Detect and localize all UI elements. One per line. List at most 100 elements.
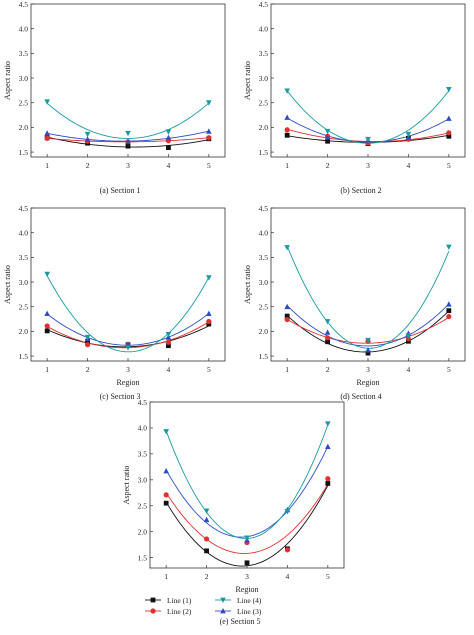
fit-curve-line1 — [165, 485, 329, 567]
data-point-line4 — [325, 421, 331, 427]
data-point-line3 — [324, 134, 331, 140]
data-point-line2 — [446, 130, 452, 136]
data-point-line3 — [44, 130, 50, 136]
y-axis-label: Aspect ratio — [122, 466, 131, 505]
caption-c: (c) Section 3 — [99, 392, 141, 401]
data-point-line3 — [125, 341, 131, 347]
data-point-line3 — [203, 516, 210, 523]
y-tick-label: 2.0 — [259, 327, 269, 336]
x-tick-label: 5 — [447, 365, 451, 374]
y-tick-label: 2.0 — [19, 123, 29, 132]
x-tick-label: 5 — [207, 365, 211, 374]
x-tick-label: 3 — [126, 161, 130, 170]
fit-curve-line2 — [165, 484, 329, 554]
fit-curve-line4 — [46, 275, 210, 353]
x-tick-label: 3 — [245, 572, 249, 581]
y-tick-label: 4.0 — [138, 424, 148, 433]
y-tick-label: 2.5 — [259, 99, 269, 108]
data-point-line3 — [125, 138, 131, 145]
y-tick-label: 2.5 — [138, 502, 148, 511]
fit-curve-line3 — [286, 303, 450, 347]
data-point-line2 — [163, 492, 169, 498]
fit-curve-line4 — [286, 245, 450, 349]
x-tick-label: 4 — [167, 161, 171, 170]
y-axis-label: Aspect ratio — [3, 61, 12, 100]
x-tick-label: 4 — [167, 365, 171, 374]
data-point-line4 — [284, 88, 290, 94]
data-point-line2 — [284, 316, 290, 323]
data-point-line4 — [84, 334, 91, 341]
data-point-line1 — [166, 343, 171, 349]
x-tick-label: 3 — [126, 365, 130, 374]
plot-frame — [30, 207, 226, 362]
data-point-line4 — [405, 333, 412, 339]
y-tick-label: 3.5 — [19, 253, 29, 262]
data-point-line1 — [284, 313, 290, 319]
data-point-line3 — [446, 301, 452, 307]
y-tick-label: 3.0 — [259, 278, 269, 287]
x-tick-label: 1 — [285, 161, 289, 170]
y-tick-label: 3.0 — [138, 476, 148, 485]
data-point-line3 — [365, 347, 371, 353]
y-tick-label: 2.5 — [259, 303, 269, 312]
y-tick-label: 4.0 — [259, 24, 269, 33]
caption-d: (d) Section 4 — [340, 392, 382, 401]
data-point-line2 — [284, 547, 291, 553]
data-point-line2 — [165, 339, 172, 345]
legend-marker-line3 — [220, 608, 226, 614]
legend: Line (1) Line (4) Line (2) Line (3) — [145, 596, 262, 616]
data-point-line4 — [206, 275, 212, 281]
y-tick-label: 2.5 — [19, 99, 29, 108]
data-point-line4 — [365, 136, 371, 143]
data-point-line1 — [284, 132, 290, 138]
data-point-line2 — [446, 313, 452, 320]
data-point-line2 — [84, 342, 91, 348]
data-point-line2 — [203, 536, 210, 542]
data-point-line4 — [125, 345, 131, 351]
y-tick-label: 2.0 — [138, 527, 148, 536]
legend-marker-line2 — [150, 608, 156, 614]
x-tick-label: 5 — [447, 161, 451, 170]
plot-frame — [270, 3, 466, 158]
data-point-line3 — [44, 310, 50, 317]
data-point-line4 — [206, 100, 212, 106]
data-point-line2 — [284, 127, 290, 133]
data-point-line4 — [203, 508, 210, 514]
y-tick-label: 1.5 — [259, 148, 269, 157]
data-point-line4 — [405, 131, 412, 138]
data-point-line1 — [365, 350, 371, 356]
y-axis-label: Aspect ratio — [243, 61, 252, 100]
data-point-line4 — [44, 271, 50, 278]
data-point-line3 — [165, 134, 172, 141]
y-tick-label: 3.0 — [259, 74, 269, 83]
data-point-line4 — [244, 535, 250, 541]
x-tick-label: 1 — [45, 365, 49, 374]
chart-panel-c: 1.5 2.0 2.5 3.0 3.5 4.0 4.5 1 2 3 4 5 Aspect ratio Re… — [3, 204, 226, 387]
y-tick-label: 3.5 — [138, 450, 148, 459]
y-tick-label: 3.5 — [259, 253, 269, 262]
y-tick-label: 2.0 — [19, 327, 29, 336]
data-point-line2 — [44, 323, 50, 329]
x-tick-label: 5 — [207, 161, 211, 170]
legend-marker-line4 — [220, 597, 226, 603]
data-point-line4 — [125, 130, 131, 137]
fit-curve-line4 — [46, 102, 210, 139]
fit-curve-line3 — [165, 446, 329, 538]
y-axis-label: Aspect ratio — [3, 265, 12, 304]
y-tick-label: 2.5 — [19, 303, 29, 312]
y-tick-label: 2.0 — [259, 123, 269, 132]
x-tick-label: 2 — [86, 161, 90, 170]
y-tick-label: 4.0 — [19, 228, 29, 237]
chart-panel-e: 1.5 2.0 2.5 3.0 3.5 4.0 4.5 1 2 3 4 5 Aspect ratio Re… — [122, 398, 345, 616]
data-point-line3 — [325, 443, 331, 450]
y-tick-label: 3.5 — [19, 49, 29, 58]
y-tick-label: 1.5 — [259, 352, 269, 361]
x-tick-label: 5 — [326, 572, 330, 581]
chart-panel-a: 1.5 2.0 2.5 3.0 3.5 4.0 4.5 1 2 3 4 5 Aspect ratio — [3, 0, 226, 170]
x-tick-label: 2 — [326, 161, 330, 170]
data-point-line4 — [446, 86, 452, 93]
x-tick-label: 3 — [366, 161, 370, 170]
data-point-line4 — [165, 331, 172, 338]
x-axis-label: Region — [356, 378, 379, 387]
